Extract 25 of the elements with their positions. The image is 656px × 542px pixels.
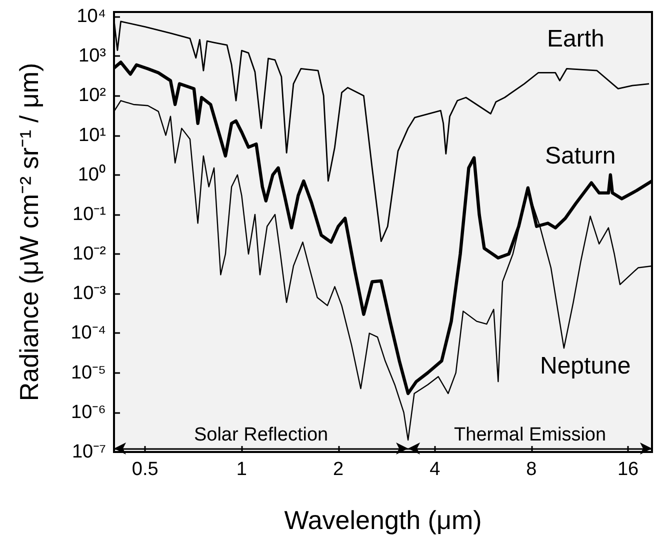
series-label: Neptune xyxy=(540,352,631,380)
x-tick-label: 0.5 xyxy=(132,459,158,480)
series-label: Earth xyxy=(547,25,604,52)
band-label: Solar Reflection xyxy=(194,424,328,446)
y-tick-label: 10⁻² xyxy=(72,244,106,265)
y-tick-label: 10² xyxy=(78,85,106,106)
x-tick-label: 1 xyxy=(236,459,247,480)
x-tick-label: 2 xyxy=(332,459,344,480)
y-tick-label: 10⁻⁶ xyxy=(71,402,106,423)
y-tick-label: 10⁰ xyxy=(78,163,106,186)
y-tick-label: 10⁻³ xyxy=(72,283,106,304)
x-tick-label: 16 xyxy=(617,459,639,480)
series-label: Saturn xyxy=(545,142,616,170)
x-tick-label: 4 xyxy=(430,459,441,480)
y-tick-label: 10⁻⁵ xyxy=(70,362,106,384)
y-tick-label: 10⁻⁷ xyxy=(72,442,106,462)
y-tick-label: 10⁻¹ xyxy=(72,204,106,225)
y-tick-label: 10⁻⁴ xyxy=(70,322,106,344)
y-tick-label: 10³ xyxy=(78,46,106,67)
x-axis-title: Wavelength (μm) xyxy=(284,505,482,535)
x-tick-label: 8 xyxy=(526,459,537,480)
y-tick-label: 10⁴ xyxy=(76,6,106,28)
y-axis-title: Radiance (μW cm⁻² sr⁻¹ / μm) xyxy=(14,62,44,402)
band-label: Thermal Emission xyxy=(454,424,606,446)
y-tick-label: 10¹ xyxy=(78,124,106,146)
